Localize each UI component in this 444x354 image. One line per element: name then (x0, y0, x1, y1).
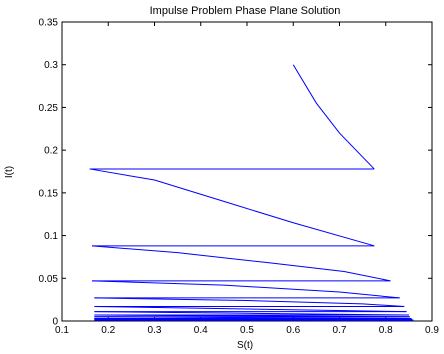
y-axis-ticks: 0 0.05 0.1 0.15 0.2 0.25 0.3 0.35 (39, 18, 432, 328)
y-tick-label: 0.3 (44, 60, 58, 71)
y-tick-label: 0.35 (39, 18, 59, 29)
trajectory-segment (92, 245, 391, 282)
trajectory-segment (89, 168, 375, 247)
x-tick-label: 0.6 (286, 325, 300, 336)
x-tick-label: 0.1 (55, 325, 69, 336)
x-tick-label: 0.7 (333, 325, 347, 336)
trajectory-segment (292, 64, 375, 170)
trajectory-segment (94, 297, 405, 307)
chart-title: Impulse Problem Phase Plane Solution (150, 5, 341, 17)
x-tick-label: 0.5 (240, 325, 254, 336)
x-tick-label: 0.9 (425, 325, 439, 336)
y-tick-label: 0 (52, 317, 58, 328)
x-axis-label: S(t) (237, 340, 253, 351)
trajectory-segment (94, 305, 407, 313)
y-tick-label: 0.15 (39, 188, 59, 199)
plot-area (61, 21, 433, 322)
y-axis-label: I(t) (4, 166, 15, 178)
trajectory-segment (94, 311, 409, 316)
y-tick-label: 0.05 (39, 274, 59, 285)
trajectory-lines (89, 64, 414, 322)
x-tick-label: 0.2 (101, 325, 115, 336)
x-tick-label: 0.3 (148, 325, 162, 336)
y-tick-label: 0.1 (44, 231, 58, 242)
trajectory-segment (92, 280, 400, 299)
y-tick-label: 0.2 (44, 146, 58, 157)
x-tick-label: 0.8 (379, 325, 393, 336)
y-tick-label: 0.25 (39, 103, 59, 114)
x-tick-label: 0.4 (194, 325, 208, 336)
